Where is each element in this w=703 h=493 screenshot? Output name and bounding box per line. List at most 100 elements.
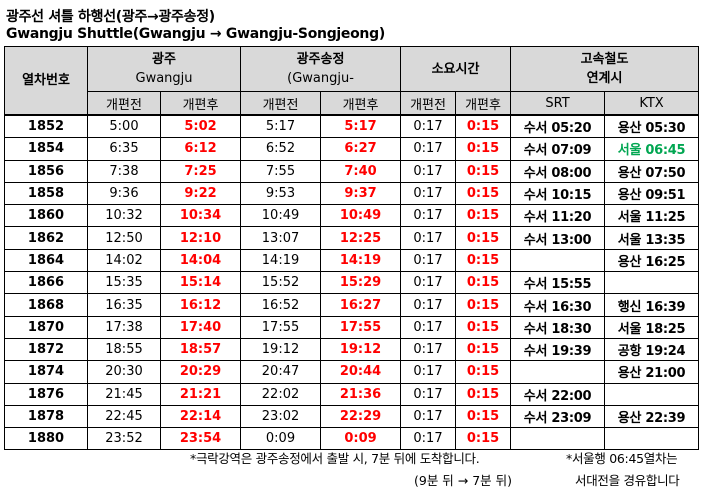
ktx-connection: 용산 07:50 [604,159,700,183]
songjeong-before: 15:52 [240,271,322,295]
duration-after: 0:15 [455,181,512,206]
duration-after: 0:15 [455,293,512,317]
songjeong-after: 6:27 [320,137,402,161]
table-row: 1878 22:45 22:14 23:02 22:29 0:17 0:15 수… [4,404,700,429]
gwangju-before: 10:32 [87,204,161,228]
subheader-gwangju-after: 개편후 [159,91,242,116]
subheader-songjeong-before: 개편전 [240,91,322,116]
duration-after: 0:15 [455,248,512,273]
subheader-duration-after: 개편후 [455,91,512,116]
songjeong-after: 14:19 [320,248,402,273]
duration-before: 0:17 [400,159,457,183]
duration-after: 0:15 [455,427,512,451]
songjeong-before: 17:55 [240,315,322,339]
header-connection-line1: 고속철도 [580,52,629,67]
duration-before: 0:17 [400,315,457,339]
gwangju-before: 20:30 [87,360,161,384]
songjeong-after: 9:37 [320,181,402,206]
table-row: 1858 9:36 9:22 9:53 9:37 0:17 0:15 수서 10… [4,181,700,206]
header-duration: 소요시간 [400,46,512,92]
gwangju-after: 5:02 [159,114,242,139]
footnote-change: (9분 뒤 → 7분 뒤) [414,473,513,488]
gwangju-after: 6:12 [159,137,242,161]
gwangju-after: 16:12 [159,293,242,317]
ktx-connection: 용산 16:25 [604,248,700,273]
train-no: 1872 [4,337,88,362]
gwangju-before: 21:45 [87,382,161,406]
train-no: 1864 [4,248,88,273]
srt-connection: 수서 07:09 [510,137,606,161]
table-row: 1864 14:02 14:04 14:19 14:19 0:17 0:15 용… [4,248,700,273]
header-gwangju: 광주 Gwangju [86,46,242,92]
header-connection: 고속철도 연계시 [510,46,700,92]
duration-before: 0:17 [400,404,457,429]
duration-before: 0:17 [400,382,457,406]
train-no: 1876 [4,382,88,406]
srt-connection: 수서 15:55 [510,271,606,295]
ktx-connection: 용산 09:51 [604,181,700,206]
duration-before: 0:17 [400,226,457,250]
duration-after: 0:15 [455,204,512,228]
table-row: 1870 17:38 17:40 17:55 17:55 0:17 0:15 수… [4,315,700,339]
songjeong-after: 20:44 [320,360,402,384]
songjeong-after: 16:27 [320,293,402,317]
srt-connection: 수서 08:00 [510,159,606,183]
songjeong-after: 15:29 [320,271,402,295]
train-no: 1856 [4,159,88,183]
songjeong-before: 13:07 [240,226,322,250]
train-no: 1862 [4,226,88,250]
train-no: 1868 [4,293,88,317]
duration-before: 0:17 [400,204,457,228]
duration-after: 0:15 [455,271,512,295]
duration-before: 0:17 [400,181,457,206]
srt-connection [510,427,606,451]
duration-after: 0:15 [455,404,512,429]
table-row: 1874 20:30 20:29 20:47 20:44 0:17 0:15 용… [4,360,700,384]
duration-before: 0:17 [400,427,457,451]
songjeong-before: 7:55 [240,159,322,183]
songjeong-after: 17:55 [320,315,402,339]
duration-before: 0:17 [400,137,457,161]
header-songjeong: 광주송정 (Gwangju- [240,46,402,92]
srt-connection: 수서 05:20 [510,114,606,139]
table-row: 1868 16:35 16:12 16:52 16:27 0:17 0:15 수… [4,293,700,317]
ktx-connection: 행신 16:39 [604,293,700,317]
footnote-seoul-train: *서울행 06:45열차는 [566,451,678,466]
duration-after: 0:15 [455,159,512,183]
gwangju-after: 22:14 [159,404,242,429]
songjeong-after: 0:09 [320,427,402,451]
songjeong-before: 23:02 [240,404,322,429]
train-no: 1860 [4,204,88,228]
songjeong-before: 0:09 [240,427,322,451]
subheader-srt: SRT [510,91,606,116]
duration-after: 0:15 [455,315,512,339]
page-subtitle: Gwangju Shuttle(Gwangju → Gwangju-Songje… [6,26,385,42]
table-row: 1862 12:50 12:10 13:07 12:25 0:17 0:15 수… [4,226,700,250]
songjeong-after: 12:25 [320,226,402,250]
gwangju-before: 16:35 [87,293,161,317]
header-row: 열차번호 광주 Gwangju 광주송정 (Gwangju- 소요시간 고속철도… [4,46,700,116]
train-no: 1874 [4,360,88,384]
duration-before: 0:17 [400,114,457,139]
duration-before: 0:17 [400,360,457,384]
srt-connection: 수서 10:15 [510,181,606,206]
duration-before: 0:17 [400,248,457,273]
page-title: 광주선 셔틀 하행선(광주→광주송정) [6,9,215,25]
table-row: 1860 10:32 10:34 10:49 10:49 0:17 0:15 수… [4,204,700,228]
gwangju-after: 10:34 [159,204,242,228]
songjeong-before: 6:52 [240,137,322,161]
subheader-ktx: KTX [604,91,700,116]
ktx-connection: 서울 18:25 [604,315,700,339]
gwangju-after: 23:54 [159,427,242,451]
songjeong-after: 19:12 [320,337,402,362]
gwangju-before: 14:02 [87,248,161,273]
ktx-connection: 공항 19:24 [604,337,700,362]
subheader-duration-before: 개편전 [400,91,457,116]
header-songjeong-en: (Gwangju- [287,71,354,86]
ktx-connection: 서울 11:25 [604,204,700,228]
srt-connection: 수서 18:30 [510,315,606,339]
songjeong-before: 22:02 [240,382,322,406]
songjeong-before: 20:47 [240,360,322,384]
table-row: 1854 6:35 6:12 6:52 6:27 0:17 0:15 수서 07… [4,137,700,161]
duration-before: 0:17 [400,337,457,362]
